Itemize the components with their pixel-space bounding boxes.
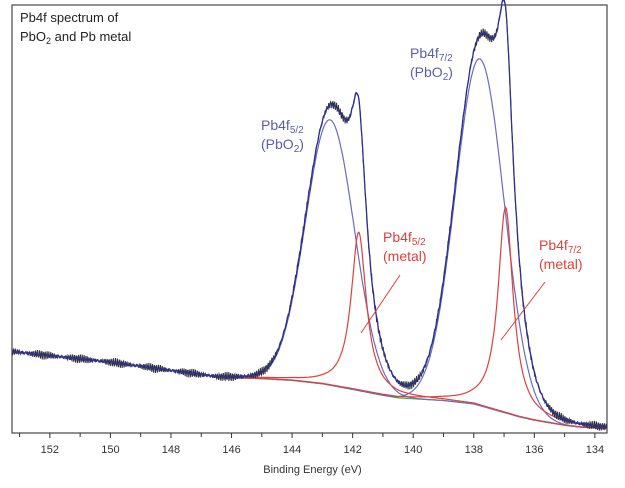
title-line-2: PbO2 and Pb metal xyxy=(20,27,131,46)
x-tick-label: 136 xyxy=(525,444,543,456)
label-metal-5-2: Pb4f5/2 (metal) xyxy=(383,229,427,264)
chart-title: Pb4f spectrum of PbO2 and Pb metal xyxy=(20,8,131,46)
x-tick-label: 152 xyxy=(41,444,59,456)
curves xyxy=(11,0,608,431)
plot-frame xyxy=(11,4,608,434)
x-tick-label: 148 xyxy=(162,444,180,456)
x-tick-label: 150 xyxy=(101,444,119,456)
x-tick-label: 140 xyxy=(404,444,422,456)
label-metal-7-2: Pb4f7/2 (metal) xyxy=(539,237,583,272)
label-pbo2-7-2: Pb4f7/2 (PbO2) xyxy=(410,45,453,83)
x-tick-label: 146 xyxy=(222,444,240,456)
title-text: PbO xyxy=(20,29,47,44)
x-tick-label: 144 xyxy=(283,444,301,456)
x-tick-label: 142 xyxy=(343,444,361,456)
leader-line-metal-7-2 xyxy=(500,281,546,341)
component-curve-2 xyxy=(216,231,607,430)
fit-envelope xyxy=(11,0,607,429)
label-pbo2-5-2: Pb4f5/2 (PbO2) xyxy=(261,117,304,155)
x-tick-label: 134 xyxy=(586,444,604,456)
title-text: and Pb metal xyxy=(51,29,132,44)
component-curve-3 xyxy=(216,206,607,428)
title-line-1: Pb4f spectrum of xyxy=(20,10,119,25)
measured-spectrum xyxy=(11,0,608,431)
x-axis-label: Binding Energy (eV) xyxy=(263,464,362,476)
x-tick-label: 138 xyxy=(465,444,483,456)
title-subscript: 2 xyxy=(46,36,52,46)
component-curve-0 xyxy=(216,119,607,430)
x-axis: 152 150 148 146 144 142 140 138 136 134 xyxy=(19,433,604,456)
leader-line-metal-5-2 xyxy=(360,274,401,334)
